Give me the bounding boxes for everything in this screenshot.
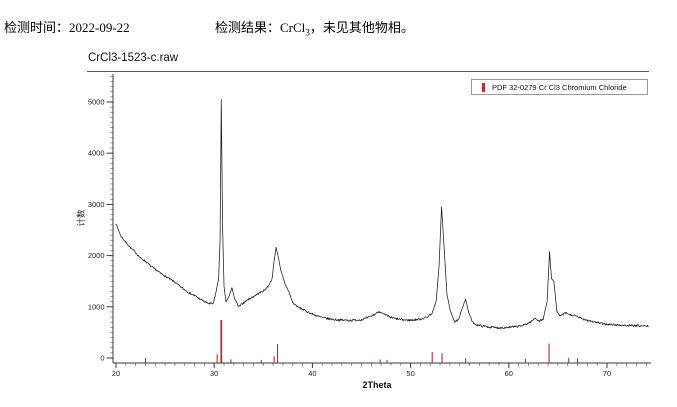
test-result-line: 检测结果：CrCl3，未见其他物相。 bbox=[215, 17, 414, 38]
x-tick-label: 20 bbox=[112, 369, 120, 378]
y-axis-major-ticks: 0 1000 2000 3000 4000 5000 bbox=[88, 98, 113, 363]
x-tick-label: 30 bbox=[210, 369, 218, 378]
y-tick-label: 3000 bbox=[88, 200, 105, 209]
x-axis-major-ticks: 20 30 40 50 60 70 bbox=[112, 363, 611, 378]
reference-peak-lines bbox=[144, 319, 579, 363]
legend-box: PDF 32-0279 Cr Cl3 Chromium Chloride bbox=[471, 79, 648, 95]
test-result-label: 检测结果： bbox=[215, 20, 281, 35]
y-tick-label: 4000 bbox=[88, 149, 105, 158]
x-axis-title: 2Theta bbox=[362, 380, 392, 390]
test-time-label: 检测时间： bbox=[4, 20, 70, 35]
xrd-trace bbox=[115, 99, 649, 330]
x-tick-label: 60 bbox=[505, 369, 513, 378]
title-underline-divider bbox=[87, 71, 649, 72]
y-tick-label: 5000 bbox=[88, 98, 105, 107]
x-tick-label: 50 bbox=[406, 369, 414, 378]
y-tick-label: 1000 bbox=[88, 302, 105, 311]
x-tick-label: 70 bbox=[603, 369, 611, 378]
y-tick-label: 0 bbox=[100, 354, 104, 363]
y-axis-title: 计数 bbox=[76, 209, 86, 227]
test-time-line: 检测时间：2022-09-22 bbox=[4, 17, 130, 36]
y-tick-label: 2000 bbox=[88, 251, 105, 260]
x-tick-label: 40 bbox=[308, 369, 316, 378]
result-formula: CrCl3 bbox=[280, 20, 310, 38]
legend-label: PDF 32-0279 Cr Cl3 Chromium Chloride bbox=[492, 82, 627, 92]
test-result-text: ，未见其他物相。 bbox=[309, 20, 414, 35]
chart-title: CrCl3-1523-c.raw bbox=[88, 52, 179, 64]
test-time-value: 2022-09-22 bbox=[69, 20, 130, 35]
reference-pattern-marker-icon bbox=[482, 82, 485, 92]
